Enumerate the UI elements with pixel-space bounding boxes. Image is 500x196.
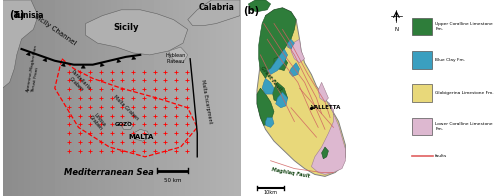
Polygon shape <box>248 0 270 12</box>
Polygon shape <box>267 49 287 74</box>
Polygon shape <box>322 147 328 159</box>
Text: Hyblean
Plateau: Hyblean Plateau <box>166 53 186 64</box>
Text: VALLETTA: VALLETTA <box>312 105 342 110</box>
Polygon shape <box>262 78 274 94</box>
Polygon shape <box>133 129 150 141</box>
Bar <box>412 84 432 102</box>
Text: (b): (b) <box>244 6 260 16</box>
Text: Lower Coralline Limestone Fm.: Lower Coralline Limestone Fm. <box>435 122 493 131</box>
Polygon shape <box>61 63 66 67</box>
Polygon shape <box>257 88 274 125</box>
Bar <box>412 118 432 135</box>
Text: (a): (a) <box>10 10 25 20</box>
Polygon shape <box>312 102 346 174</box>
Text: 10km: 10km <box>264 190 278 195</box>
Text: Malta Escarpment: Malta Escarpment <box>200 80 213 124</box>
Text: Pantelleria
Graben: Pantelleria Graben <box>66 69 92 95</box>
Text: Blue Clay Fm.: Blue Clay Fm. <box>435 58 465 62</box>
Text: Globigerina Limestone Fm.: Globigerina Limestone Fm. <box>435 91 494 95</box>
Text: Great Fault: Great Fault <box>259 65 282 92</box>
Bar <box>412 51 432 69</box>
Polygon shape <box>2 0 38 88</box>
Polygon shape <box>266 118 274 127</box>
Text: N: N <box>394 27 398 33</box>
Polygon shape <box>43 58 46 62</box>
Polygon shape <box>121 122 133 129</box>
Text: Sicily Channel: Sicily Channel <box>33 13 76 46</box>
Polygon shape <box>26 52 30 56</box>
Bar <box>412 18 432 35</box>
Polygon shape <box>257 8 346 176</box>
Text: Linosa
Graben: Linosa Graben <box>88 111 108 132</box>
Polygon shape <box>288 39 294 49</box>
Text: GOZO: GOZO <box>114 122 132 127</box>
Text: Apennine-Maghrebian
Thrust Front: Apennine-Maghrebian Thrust Front <box>26 44 43 93</box>
Text: Mediterranean Sea: Mediterranean Sea <box>64 168 154 177</box>
Polygon shape <box>86 10 188 55</box>
Text: Tunisia: Tunisia <box>14 11 45 20</box>
Polygon shape <box>132 56 136 60</box>
Polygon shape <box>272 82 287 104</box>
Text: Maghlaq Fault: Maghlaq Fault <box>272 167 310 178</box>
Text: MALTA: MALTA <box>129 134 154 140</box>
Polygon shape <box>276 92 287 108</box>
Polygon shape <box>100 63 104 67</box>
Text: Sicily: Sicily <box>113 23 139 32</box>
Text: Upper Coralline Limestone Fm.: Upper Coralline Limestone Fm. <box>435 22 493 31</box>
Polygon shape <box>81 65 86 68</box>
Text: Calabria: Calabria <box>198 3 234 12</box>
Polygon shape <box>169 47 188 63</box>
Polygon shape <box>258 8 296 78</box>
Text: faults: faults <box>435 154 448 158</box>
Polygon shape <box>290 63 300 76</box>
Polygon shape <box>117 59 121 63</box>
Polygon shape <box>318 82 328 102</box>
Text: Malta Graben: Malta Graben <box>112 94 140 121</box>
Polygon shape <box>188 0 240 25</box>
Text: 50 km: 50 km <box>164 178 181 183</box>
Polygon shape <box>291 39 304 63</box>
Polygon shape <box>274 55 287 71</box>
